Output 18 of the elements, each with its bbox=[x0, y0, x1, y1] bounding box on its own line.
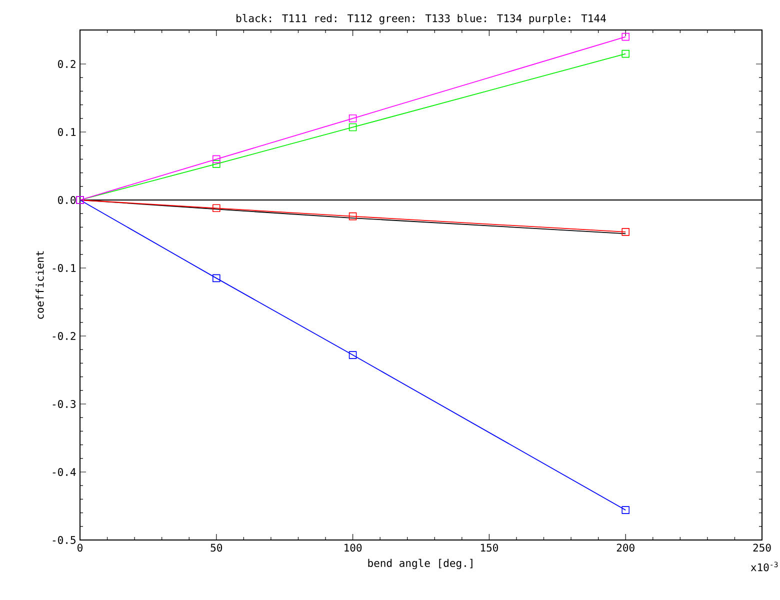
y-tick-label: -0.3 bbox=[52, 400, 76, 408]
x-tick-label: 50 bbox=[210, 544, 222, 552]
y-tick-label: -0.1 bbox=[52, 264, 76, 272]
x-tick-label: 150 bbox=[480, 544, 498, 552]
y-tick-label: -0.5 bbox=[52, 536, 76, 544]
x-tick-label: 0 bbox=[78, 544, 82, 552]
y-axis-title: coefficient bbox=[36, 251, 44, 319]
chart-title: black: T111 red: T112 green: T133 blue: T134 purple: T144 bbox=[236, 14, 606, 24]
y-tick-label: -0.4 bbox=[52, 468, 76, 476]
x-axis-title: bend angle [deg.] bbox=[368, 558, 472, 570]
y-tick-label: 0.2 bbox=[58, 60, 76, 68]
y-tick-label: 0.1 bbox=[58, 128, 76, 136]
y-tick-label: -0.2 bbox=[52, 332, 76, 340]
text: x10$^{-3}$ bbox=[750, 562, 778, 572]
x-tick-label: 200 bbox=[616, 544, 634, 552]
x-tick-label: 250 bbox=[753, 544, 771, 552]
y-tick-label: 0.0 bbox=[58, 196, 76, 204]
x-tick-label: 100 bbox=[344, 544, 362, 552]
